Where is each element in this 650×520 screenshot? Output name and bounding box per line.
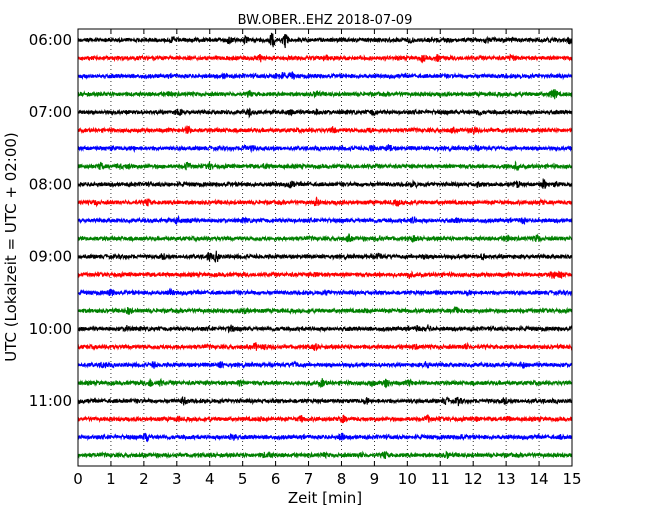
trace-line-0700 — [77, 107, 573, 119]
x-tick-label: 2 — [139, 470, 149, 488]
trace-line-1145 — [77, 450, 573, 460]
x-tick-label: 4 — [205, 470, 215, 488]
plot-frame — [77, 28, 573, 467]
trace-line-0830 — [77, 214, 573, 226]
x-tick-label: 14 — [530, 470, 549, 488]
trace-line-0615 — [77, 53, 573, 64]
y-axis-label: UTC (Lokalzeit = UTC + 02:00) — [2, 132, 20, 362]
trace-line-0730 — [77, 143, 573, 154]
trace-line-1045 — [77, 377, 573, 389]
y-tick-label: 09:00 — [29, 248, 72, 266]
trace-line-1130 — [77, 432, 573, 443]
trace-line-1015 — [77, 341, 573, 352]
y-tick-label: 07:00 — [29, 103, 72, 121]
trace-line-0815 — [77, 196, 573, 208]
trace-line-0645 — [77, 89, 573, 100]
x-tick-label: 7 — [304, 470, 314, 488]
x-tick-label: 6 — [271, 470, 281, 488]
trace-line-0715 — [77, 125, 573, 136]
x-tick-label: 13 — [497, 470, 516, 488]
x-tick-label: 0 — [73, 470, 83, 488]
trace-line-0845 — [77, 233, 573, 243]
trace-line-0915 — [77, 270, 573, 279]
x-tick-label: 9 — [370, 470, 380, 488]
x-tick-label: 15 — [562, 470, 581, 488]
trace-line-0745 — [77, 160, 573, 172]
x-axis-label: Zeit [min] — [288, 489, 362, 507]
trace-line-1000 — [77, 324, 573, 334]
trace-line-0800 — [77, 178, 573, 190]
trace-line-0900 — [77, 250, 573, 263]
trace-line-0930 — [77, 287, 573, 297]
x-tick-label: 8 — [337, 470, 347, 488]
y-tick-label: 11:00 — [29, 392, 72, 410]
trace-line-1030 — [77, 360, 573, 369]
trace-line-0945 — [77, 305, 573, 316]
x-tick-label: 12 — [464, 470, 483, 488]
trace-line-0630 — [77, 71, 573, 81]
chart-title: BW.OBER..EHZ 2018-07-09 — [238, 13, 413, 28]
x-tick-label: 10 — [398, 470, 417, 488]
trace-line-0600 — [77, 32, 573, 49]
trace-line-1100 — [77, 396, 573, 407]
x-tick-label: 11 — [431, 470, 450, 488]
trace-line-1115 — [77, 413, 573, 424]
traces — [77, 32, 573, 460]
y-tick-label: 06:00 — [29, 31, 72, 49]
x-tick-label: 1 — [106, 470, 116, 488]
x-tick-label: 3 — [172, 470, 182, 488]
x-tick-label: 5 — [238, 470, 248, 488]
grid — [110, 29, 540, 466]
y-axis: 06:00 07:00 08:00 09:00 10:00 11:00 — [29, 31, 83, 410]
y-tick-label: 10:00 — [29, 320, 72, 338]
x-axis: 0 1 2 3 4 5 6 7 8 9 10 11 12 13 14 15 — [73, 29, 582, 488]
y-tick-label: 08:00 — [29, 175, 72, 193]
